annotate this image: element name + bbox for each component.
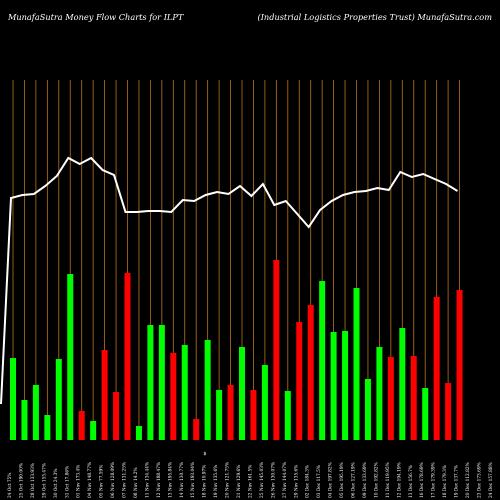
money-flow-bar (239, 347, 245, 440)
money-flow-bar (456, 290, 463, 440)
money-flow-bar (250, 390, 257, 440)
money-flow-bar (445, 383, 452, 440)
money-flow-bar (32, 385, 39, 440)
x-tick-label: 25 Oct 190.00% (19, 463, 24, 498)
money-flow-bar (353, 288, 360, 440)
money-flow-bar (433, 297, 440, 440)
x-tick-label: 12 Nov 188.47% (157, 462, 162, 498)
money-flow-bar (296, 322, 303, 440)
money-flow-bar (387, 357, 394, 440)
money-flow-bar (376, 347, 383, 440)
x-tick-label: 23 Dec 173.69% (477, 462, 482, 498)
x-tick-label: 25 Nov 145.03% (260, 462, 265, 498)
money-flow-bar (21, 400, 28, 440)
x-tick-label: 06 Nov 128.09% (111, 462, 116, 498)
x-tick-label: 19 Nov 135.6% (214, 465, 219, 498)
x-tick-label: 17 Dec 179.39% (432, 462, 437, 498)
money-flow-bar (422, 388, 429, 440)
x-tick-label: 02 Dec 184.3% (306, 465, 311, 498)
money-flow-bar (10, 358, 16, 440)
money-flow-bar (307, 305, 314, 440)
money-flow-bar (261, 365, 268, 440)
x-tick-label: 15 Nov 193.04% (191, 462, 196, 498)
x-tick-label: 19 Dec 137.7% (455, 465, 460, 498)
x-tick-label: 11 Dec 119.95% (386, 462, 391, 498)
x-tick-label: 21 Nov 129.6% (237, 465, 242, 498)
x-tick-label: 01 Nov 173.4% (77, 465, 82, 498)
axis-mid-label: $ (203, 451, 206, 457)
x-tick-label: 11 Nov 134.44% (145, 462, 150, 498)
money-flow-bar (44, 415, 51, 440)
money-flow-bar (90, 421, 97, 440)
x-tick-label: 18 Nov 10.97% (203, 465, 208, 498)
x-tick-label: 30 Oct 24.3% (54, 468, 59, 498)
money-flow-bar (330, 332, 337, 440)
x-tick-label: 22 Nov 161.5% (248, 465, 253, 498)
x-tick-label: 13 Dec 156.7% (409, 465, 414, 498)
x-tick-label: 24 Oct 75% (8, 473, 13, 498)
x-tick-label: 20 Dec 112.82% (466, 462, 471, 498)
money-flow-bar (113, 392, 120, 440)
x-tick-label: 04 Dec 197.82% (329, 462, 334, 498)
x-tick-label: 04 Nov 148.77% (88, 462, 93, 498)
x-tick-label: 09 Dec 133.69% (363, 462, 368, 498)
money-flow-bar (101, 350, 108, 440)
money-flow-bar (67, 274, 74, 440)
money-flow-bar (204, 340, 211, 440)
x-tick-label: 16 Dec 178.69% (420, 462, 425, 498)
money-flow-bar (284, 391, 291, 440)
money-flow-bar (227, 385, 234, 440)
money-flow-bar (342, 331, 349, 440)
x-tick-label: 14 Nov 130.77% (180, 462, 185, 498)
money-flow-bar (410, 356, 417, 440)
x-tick-label: 13 Nov 195.84% (168, 462, 173, 498)
x-tick-label: 18 Dec 179.3% (443, 465, 448, 498)
money-flow-bar (399, 328, 406, 440)
x-tick-label: 29 Nov 135.6% (294, 465, 299, 498)
price-line (0, 156, 459, 405)
money-flow-bar (364, 379, 371, 440)
x-tick-label: 28 Oct 133.93% (31, 463, 36, 498)
x-tick-label: 12 Dec 194.19% (397, 462, 402, 498)
money-flow-bar (170, 353, 177, 440)
x-tick-label: 05 Nov 77.59% (100, 465, 105, 498)
money-flow-bar (193, 419, 200, 440)
money-flow-bar (124, 273, 131, 440)
x-tick-label: 07 Nov 131.25% (123, 462, 128, 498)
header-left: MunafaSutra Money Flow Charts for ILPT (7, 12, 184, 22)
money-flow-bar (78, 411, 85, 440)
x-tick-label: 26 Nov 130.07% (271, 462, 276, 498)
x-tick-label: 20 Nov 121.75% (226, 462, 231, 498)
x-tick-label: 27 Nov 144.07% (283, 462, 288, 498)
x-tick-label: 24 Dec 157.88% (489, 462, 494, 498)
money-flow-bar (319, 281, 326, 440)
money-flow-bar (135, 426, 142, 440)
x-tick-label: 05 Dec 195.19% (340, 462, 345, 498)
money-flow-bar (158, 325, 165, 440)
money-flow-bar (181, 345, 188, 440)
money-flow-bar (55, 359, 62, 440)
x-tick-label: 08 Nov 14.2% (134, 467, 139, 498)
x-tick-label: 29 Oct 155.47% (42, 463, 47, 498)
money-flow-bars (10, 260, 463, 440)
money-flow-bar (147, 325, 154, 440)
x-tick-label: 06 Dec 127.19% (352, 462, 357, 498)
x-tick-label: 03 Dec 117.5% (317, 465, 322, 498)
header-right: (Industrial Logistics Properties Trust) … (258, 12, 493, 22)
x-axis-tick-labels: 24 Oct 75% 25 Oct 190.00% 28 Oct 133.93% 29… (8, 462, 494, 498)
money-flow-bar (273, 260, 280, 440)
x-tick-label: 31 Oct 17.86% (65, 466, 70, 498)
money-flow-bar (216, 390, 223, 440)
x-tick-label: 10 Dec 192.82% (374, 462, 379, 498)
